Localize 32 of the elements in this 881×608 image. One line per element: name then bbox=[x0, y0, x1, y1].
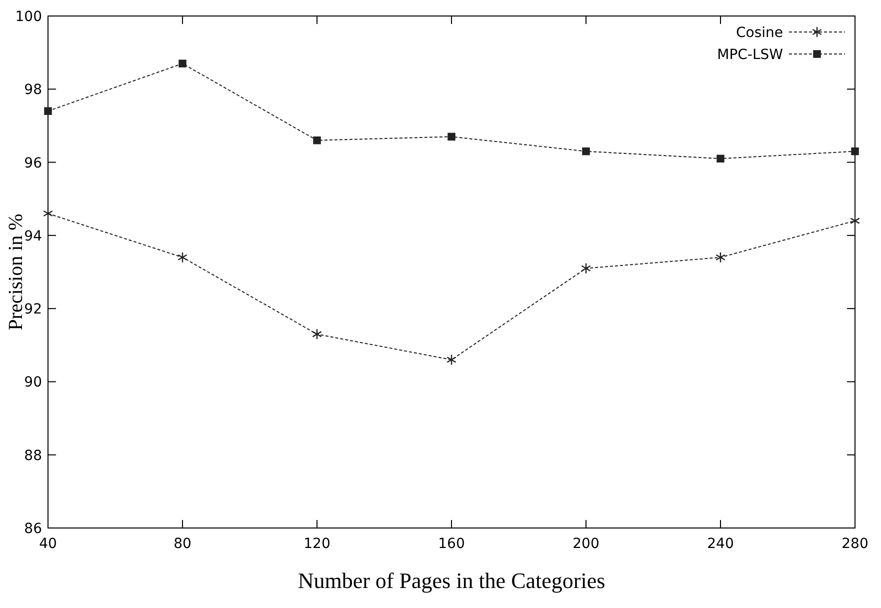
x-tick-label: 120 bbox=[304, 536, 330, 552]
point bbox=[446, 354, 456, 366]
point bbox=[43, 208, 53, 220]
y-tick-label: 86 bbox=[24, 521, 42, 537]
y-tick-label: 90 bbox=[24, 374, 42, 391]
x-tick-label: 40 bbox=[39, 536, 57, 552]
point bbox=[716, 252, 726, 263]
legend-label: MPC-LSW bbox=[717, 47, 784, 63]
legend-label: Cosine bbox=[736, 25, 783, 41]
point bbox=[178, 60, 186, 68]
x-tick-label: 160 bbox=[438, 536, 465, 552]
x-tick-label: 240 bbox=[707, 536, 734, 552]
y-tick-label: 92 bbox=[24, 302, 42, 318]
point bbox=[178, 252, 188, 263]
x-tick-label: 200 bbox=[572, 536, 600, 552]
point bbox=[850, 215, 860, 226]
point bbox=[312, 328, 322, 340]
point bbox=[851, 147, 859, 156]
point bbox=[716, 154, 724, 162]
point bbox=[44, 107, 52, 115]
x-axis-title: Number of Pages in the Categories bbox=[298, 568, 606, 593]
y-tick-label: 88 bbox=[24, 448, 42, 464]
y-tick-label: 94 bbox=[24, 228, 42, 244]
point bbox=[581, 262, 591, 274]
point bbox=[582, 147, 590, 156]
point bbox=[313, 136, 321, 144]
y-tick-label: 96 bbox=[24, 155, 42, 172]
x-tick-label: 280 bbox=[842, 536, 868, 552]
y-tick-label: 100 bbox=[15, 9, 42, 25]
y-tick-label: 98 bbox=[24, 82, 42, 98]
point bbox=[448, 132, 456, 141]
x-tick-label: 80 bbox=[174, 536, 192, 552]
